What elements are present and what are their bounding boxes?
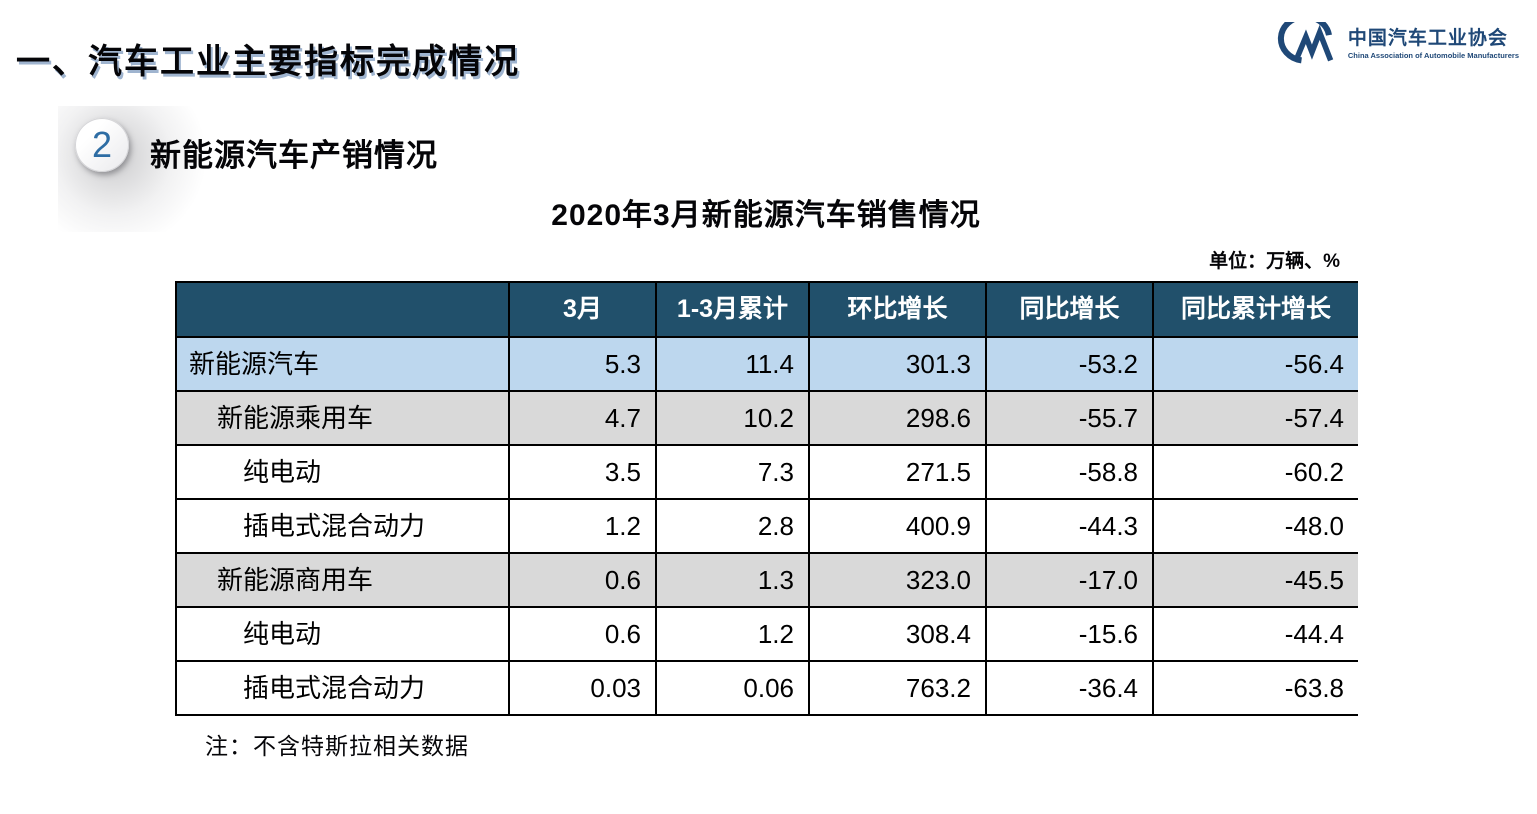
cell-value: 7.3 — [655, 444, 809, 500]
cell-value: 400.9 — [808, 498, 986, 554]
cell-value: -55.7 — [985, 390, 1153, 446]
row-label: 纯电动 — [175, 444, 509, 500]
cell-value: 0.03 — [508, 660, 656, 716]
cell-value: 0.06 — [655, 660, 809, 716]
cell-value: 1.3 — [655, 552, 809, 608]
cell-value: -44.3 — [985, 498, 1153, 554]
cell-value: 323.0 — [808, 552, 986, 608]
cell-value: 298.6 — [808, 390, 986, 446]
cell-value: -36.4 — [985, 660, 1153, 716]
column-header — [175, 281, 509, 338]
cell-value: -17.0 — [985, 552, 1153, 608]
logo-name-cn: 中国汽车工业协会 — [1347, 28, 1508, 50]
row-label: 新能源乘用车 — [175, 390, 509, 446]
column-header: 3月 — [508, 281, 656, 338]
cell-value: 4.7 — [508, 390, 656, 446]
table-row: 插电式混合动力 1.2 2.8 400.9 -44.3 -48.0 — [175, 498, 1358, 554]
cell-value: 10.2 — [655, 390, 809, 446]
cell-value: -53.2 — [985, 336, 1153, 392]
cell-value: -48.0 — [1152, 498, 1358, 554]
caam-logo: 中国汽车工业协会 China Association of Automobile… — [1274, 22, 1519, 68]
table-row: 新能源乘用车 4.7 10.2 298.6 -55.7 -57.4 — [175, 390, 1358, 446]
table-row: 新能源商用车 0.6 1.3 323.0 -17.0 -45.5 — [175, 552, 1358, 608]
table-note: 注：不含特斯拉相关数据 — [205, 733, 469, 759]
cell-value: -44.4 — [1152, 606, 1358, 662]
table-row: 插电式混合动力 0.03 0.06 763.2 -36.4 -63.8 — [175, 660, 1358, 716]
row-label: 新能源汽车 — [175, 336, 509, 392]
cell-value: 763.2 — [808, 660, 986, 716]
cell-value: 2.8 — [655, 498, 809, 554]
unit-label: 单位：万辆、% — [1209, 251, 1340, 272]
cell-value: -15.6 — [985, 606, 1153, 662]
cell-value: 11.4 — [655, 336, 809, 392]
cell-value: -45.5 — [1152, 552, 1358, 608]
row-label: 插电式混合动力 — [175, 660, 509, 716]
cell-value: 0.6 — [508, 606, 656, 662]
table-row: 新能源汽车 5.3 11.4 301.3 -53.2 -56.4 — [175, 336, 1358, 392]
column-header: 1-3月累计 — [655, 281, 809, 338]
cell-value: -63.8 — [1152, 660, 1358, 716]
column-header: 同比累计增长 — [1152, 281, 1358, 338]
cell-value: -60.2 — [1152, 444, 1358, 500]
cell-value: 1.2 — [655, 606, 809, 662]
row-label: 插电式混合动力 — [175, 498, 509, 554]
cell-value: 308.4 — [808, 606, 986, 662]
table-header-row: 3月 1-3月累计 环比增长 同比增长 同比累计增长 — [175, 281, 1358, 338]
cell-value: 0.6 — [508, 552, 656, 608]
table-row: 纯电动 0.6 1.2 308.4 -15.6 -44.4 — [175, 606, 1358, 662]
cell-value: 5.3 — [508, 336, 656, 392]
table-body: 新能源汽车 5.3 11.4 301.3 -53.2 -56.4 新能源乘用车 4.7 10.2… — [175, 336, 1358, 716]
cell-value: 3.5 — [508, 444, 656, 500]
cell-value: -57.4 — [1152, 390, 1358, 446]
cell-value: 1.2 — [508, 498, 656, 554]
sales-table: 3月 1-3月累计 环比增长 同比增长 同比累计增长 新能源汽车 5.3 11.4 3… — [175, 281, 1358, 716]
cell-value: 301.3 — [808, 336, 986, 392]
section-heading: 新能源汽车产销情况 — [150, 138, 438, 173]
row-label: 新能源商用车 — [175, 552, 509, 608]
cell-value: -58.8 — [985, 444, 1153, 500]
table-title: 2020年3月新能源汽车销售情况 — [551, 199, 981, 232]
logo-name-en: China Association of Automobile Manufact… — [1347, 51, 1519, 61]
cell-value: 271.5 — [808, 444, 986, 500]
section-number: 2 — [91, 124, 113, 165]
column-header: 同比增长 — [985, 281, 1153, 338]
cell-value: -56.4 — [1152, 336, 1358, 392]
table-row: 纯电动 3.5 7.3 271.5 -58.8 -60.2 — [175, 444, 1358, 500]
column-header: 环比增长 — [808, 281, 986, 338]
page-title: 一、汽车工业主要指标完成情况 — [16, 43, 520, 81]
caam-logo-icon — [1277, 22, 1334, 64]
row-label: 纯电动 — [175, 606, 509, 662]
section-number-badge: 2 — [75, 118, 129, 172]
